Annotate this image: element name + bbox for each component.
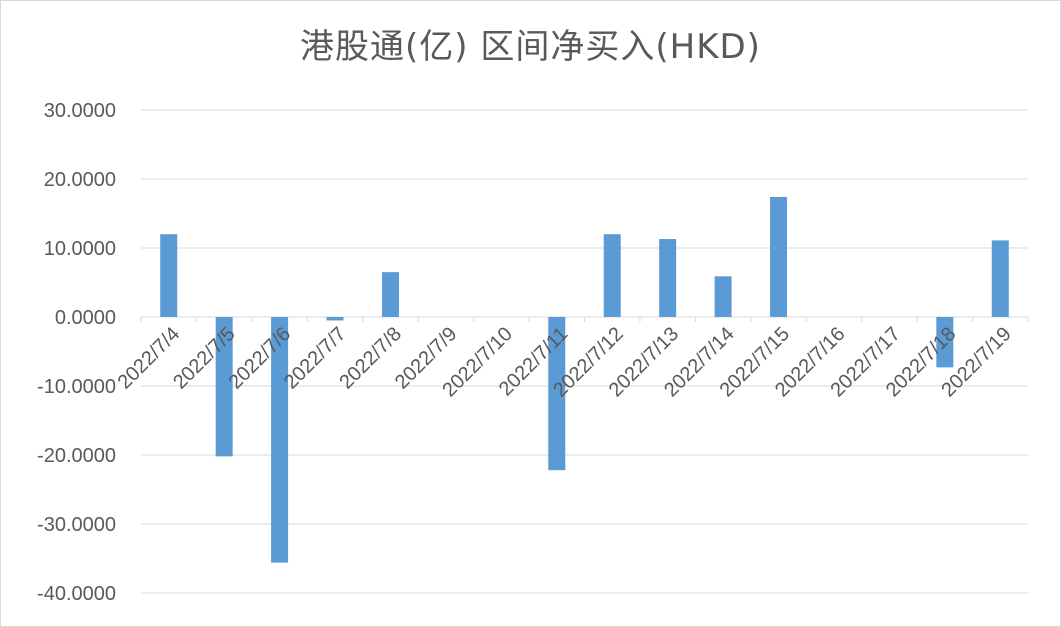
y-tick-label: 10.0000 xyxy=(44,238,116,260)
bar xyxy=(215,317,233,457)
bar xyxy=(770,196,788,317)
bar xyxy=(381,272,399,317)
bar xyxy=(991,240,1009,317)
bar xyxy=(271,317,289,563)
y-tick-label: 20.0000 xyxy=(44,169,116,191)
bar xyxy=(659,239,677,317)
bar xyxy=(603,234,621,317)
chart-title: 港股通(亿) 区间净买入(HKD) xyxy=(300,27,761,67)
bar xyxy=(548,317,566,471)
y-tick-label: -20.0000 xyxy=(37,445,116,467)
bar xyxy=(936,317,954,368)
y-tick-label: 0.0000 xyxy=(55,307,116,329)
bar xyxy=(714,276,732,317)
y-tick-label: -30.0000 xyxy=(37,514,116,536)
bar xyxy=(326,317,344,321)
y-tick-label: 30.0000 xyxy=(44,100,116,122)
y-tick-label: -10.0000 xyxy=(37,376,116,398)
bar xyxy=(160,234,178,317)
y-tick-label: -40.0000 xyxy=(37,583,116,605)
